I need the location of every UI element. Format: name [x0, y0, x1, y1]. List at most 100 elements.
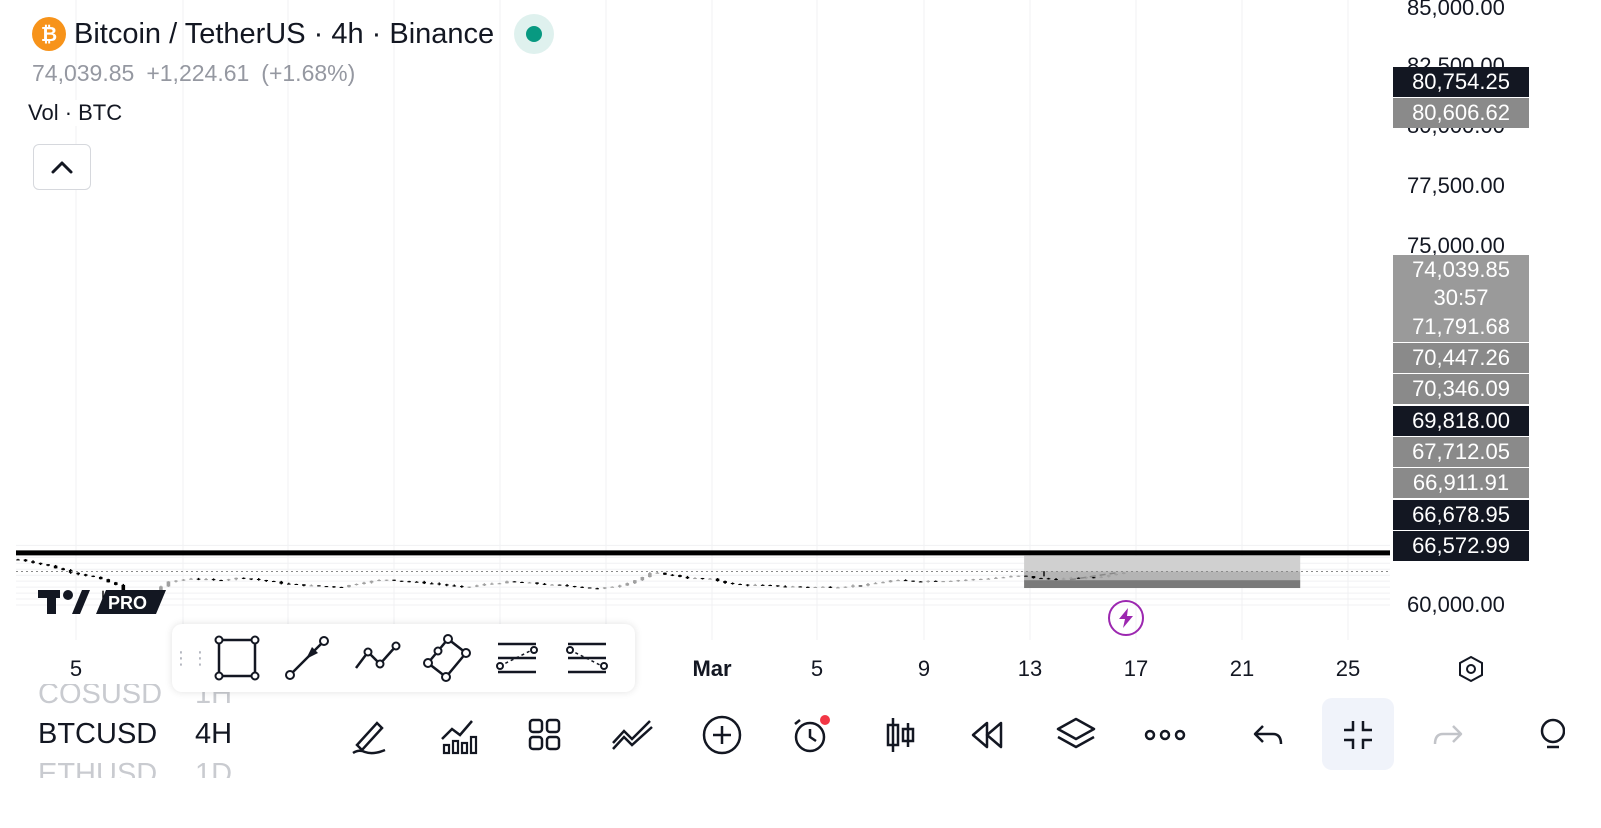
candle-body — [23, 559, 28, 562]
trend-line-tool-icon[interactable] — [272, 628, 342, 688]
candle-body — [31, 561, 35, 563]
candle-body — [768, 585, 773, 587]
candle-body — [241, 577, 246, 579]
candle-body — [648, 573, 652, 578]
candle-body — [46, 564, 50, 566]
collapse-legend-button[interactable] — [33, 144, 91, 190]
candle-body — [821, 586, 825, 588]
indicators-icon[interactable] — [435, 712, 481, 758]
stop-zone[interactable] — [1024, 580, 1301, 589]
candle-body — [196, 578, 201, 580]
price-axis-label[interactable]: 70,447.26 — [1393, 343, 1529, 373]
price-axis-label[interactable]: 66,678.95 — [1393, 500, 1529, 530]
candle-body — [971, 579, 976, 581]
symbol-interval-picker[interactable]: COSUSD 1H BTCUSD 4H ETHUSD 1D — [38, 684, 258, 778]
price-axis-label[interactable]: 69,818.00 — [1393, 406, 1529, 436]
candle-body — [264, 580, 269, 582]
candle-body — [422, 581, 426, 584]
volume-indicator-label[interactable]: Vol · BTC — [20, 100, 131, 126]
candle-body — [1069, 577, 1073, 579]
candle-body — [399, 580, 404, 582]
price-axis-label[interactable]: 71,791.68 — [1393, 312, 1529, 342]
candle-body — [550, 584, 554, 586]
brush-icon[interactable] — [346, 712, 392, 758]
candle-body — [520, 582, 524, 584]
candle-body — [16, 559, 20, 561]
rectangle-tool-icon[interactable] — [202, 628, 272, 688]
symbol-header[interactable]: ₿ Bitcoin / TetherUS · 4h · Binance — [32, 14, 555, 54]
candle-body — [542, 583, 547, 585]
more-icon[interactable] — [1142, 712, 1188, 758]
lightning-events-icon[interactable] — [1108, 600, 1144, 636]
symbol-row-selected[interactable]: BTCUSD 4H — [38, 714, 258, 754]
undo-icon[interactable] — [1245, 712, 1291, 758]
candle-body — [249, 578, 253, 580]
alert-clock-icon[interactable] — [787, 712, 833, 758]
candle-body — [1091, 577, 1096, 579]
candle-body — [715, 578, 720, 582]
price-axis-label[interactable]: 66,572.99 — [1393, 531, 1529, 561]
price-axis-tick: 60,000.00 — [1407, 592, 1505, 617]
symbol-row[interactable]: ETHUSD 1D — [38, 754, 258, 779]
candle-body — [851, 585, 855, 587]
drag-handle-icon[interactable]: ⋮⋮ — [172, 647, 210, 668]
candle-body — [580, 586, 584, 588]
symbol-name: ETHUSD — [38, 757, 158, 779]
price-axis-label[interactable]: 74,039.85 — [1393, 255, 1529, 285]
candle-body — [83, 574, 88, 576]
price-axis-label[interactable]: 80,754.25 — [1393, 67, 1529, 97]
interval-name: 1D — [195, 757, 233, 779]
symbol-name: COSUSD — [38, 684, 163, 710]
price-axis-label[interactable]: 67,712.05 — [1393, 437, 1529, 467]
parallel-channel-tool-icon[interactable] — [412, 628, 482, 688]
candle-body — [535, 582, 539, 584]
idea-bulb-icon[interactable] — [1535, 712, 1565, 758]
candle-body — [61, 568, 65, 571]
candle-body — [437, 583, 442, 585]
target-zone[interactable] — [1024, 555, 1301, 572]
symbol-title[interactable]: Bitcoin / TetherUS · 4h · Binance — [74, 17, 495, 50]
candle-body — [941, 581, 946, 583]
drawing-tools-panel[interactable]: ⋮⋮ — [172, 624, 635, 692]
candle-body — [678, 575, 682, 577]
layout-grid-icon[interactable] — [522, 712, 568, 758]
redo-icon[interactable] — [1425, 712, 1471, 758]
candle-body — [98, 576, 103, 580]
candle-body — [354, 584, 359, 586]
short-position-tool-icon[interactable] — [552, 628, 622, 688]
candle-body — [738, 584, 742, 586]
candle-body — [181, 579, 186, 581]
axis-settings-icon[interactable] — [1448, 646, 1494, 692]
candle-body — [963, 579, 968, 581]
candle-style-icon[interactable] — [877, 712, 923, 758]
collapse-icon[interactable] — [1335, 712, 1381, 758]
time-axis-tick: 9 — [917, 656, 931, 681]
target-zone-reached[interactable] — [1024, 571, 1301, 581]
candle-body — [38, 562, 43, 565]
candle-body — [948, 580, 953, 582]
candle-body — [377, 580, 381, 582]
candle-body — [730, 583, 735, 585]
candle-body — [602, 587, 607, 589]
candle-body — [332, 586, 336, 588]
candle-body — [986, 578, 991, 580]
fullscreen-toggle-button[interactable] — [1322, 698, 1394, 770]
add-circle-icon[interactable] — [699, 712, 745, 758]
candle-body — [68, 570, 73, 573]
price-axis-label[interactable]: 70,346.09 — [1393, 374, 1529, 404]
candle-body — [1024, 575, 1028, 577]
chart-type-icon[interactable] — [610, 712, 656, 758]
candle-body — [279, 581, 284, 584]
candle-body — [226, 579, 231, 581]
layers-icon[interactable] — [1053, 712, 1099, 758]
path-tool-icon[interactable] — [342, 628, 412, 688]
price-axis-label[interactable]: 80,606.62 — [1393, 98, 1529, 128]
bar-countdown-label[interactable]: 30:57 — [1393, 283, 1529, 313]
time-axis-tick: 5 — [810, 656, 824, 681]
long-position-tool-icon[interactable] — [482, 628, 552, 688]
replay-icon[interactable] — [964, 712, 1010, 758]
price-axis-label[interactable]: 66,911.91 — [1393, 468, 1529, 498]
candle-body — [866, 583, 870, 586]
price-change-percent: (+1.68%) — [261, 60, 356, 86]
candle-body — [1009, 576, 1013, 578]
